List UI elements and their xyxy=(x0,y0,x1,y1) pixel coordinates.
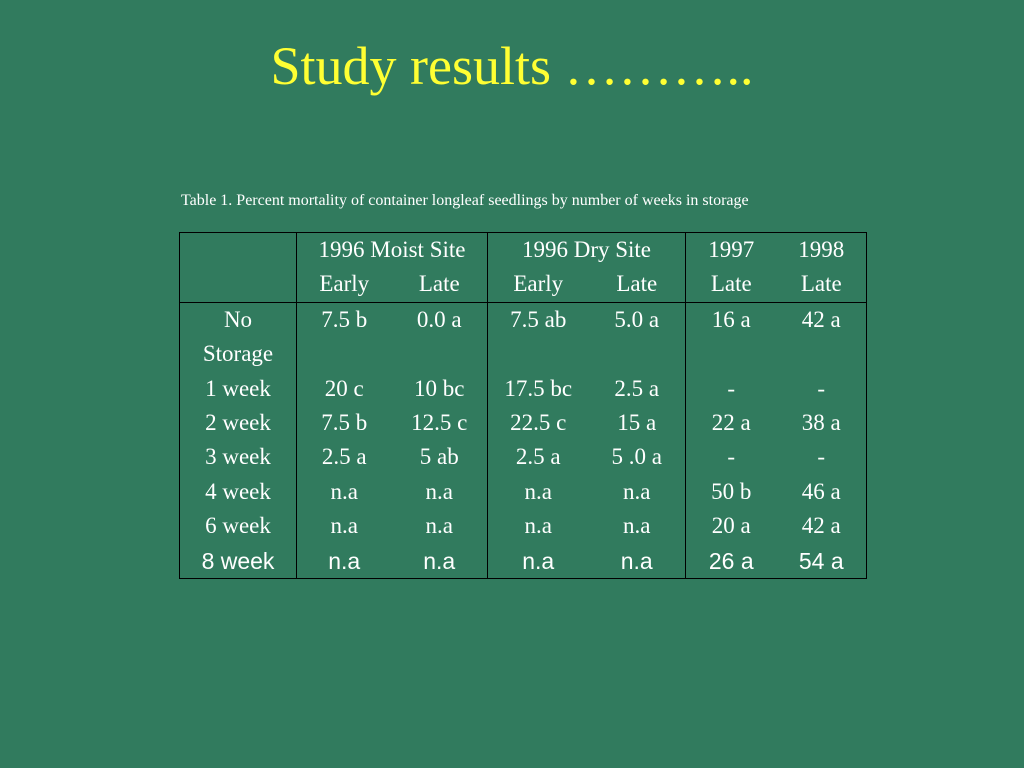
row-label: 8 week xyxy=(179,543,297,580)
table-cell: n.a xyxy=(391,543,488,580)
table-cell: 2.5 a xyxy=(614,375,660,401)
table-row: 1 week 20 c 10 bc 17.5 bc 2.5 a - - xyxy=(179,371,867,407)
table-header-row: 1996 Moist Site 1996 Dry Site 1997 1998 xyxy=(179,232,867,268)
table-cell: 42 a xyxy=(776,302,867,338)
row-label: Storage xyxy=(179,337,297,372)
table-caption: Table 1. Percent mortality of container … xyxy=(181,192,749,209)
header-1997: 1997 xyxy=(685,232,777,268)
table-cell: 0.0 a xyxy=(416,306,462,332)
table-cell xyxy=(487,337,589,372)
table-cell: 10 bc xyxy=(414,375,465,401)
table-row: 3 week 2.5 a 5 ab 2.5 a 5 .0 a - - xyxy=(179,440,867,475)
table-row: 4 week n.a n.a n.a n.a 50 b 46 a xyxy=(179,474,867,510)
table-cell: 5.0 a xyxy=(614,306,660,332)
table-cell: 5 .0 a xyxy=(611,444,662,470)
table-cell: n.a xyxy=(588,543,686,580)
table-cell: - xyxy=(776,371,867,407)
table-cell: n.a xyxy=(425,513,453,539)
table-cell: - xyxy=(685,440,777,475)
table-cell: 54 a xyxy=(776,543,867,580)
table-cell xyxy=(296,337,392,372)
table-cell: 15 a xyxy=(617,410,657,436)
table-cell: 2.5 a xyxy=(487,440,589,475)
header-1998: 1998 xyxy=(776,232,867,268)
table-cell: 26 a xyxy=(685,543,777,580)
table-cell: 20 a xyxy=(685,509,777,544)
table-cell: 20 c xyxy=(296,371,392,407)
table-cell: 5 ab xyxy=(419,444,459,470)
table-cell: n.a xyxy=(623,513,651,539)
mortality-table: 1996 Moist Site 1996 Dry Site 1997 1998 … xyxy=(179,232,867,580)
row-label: 1 week xyxy=(179,371,297,407)
table-cell: 22.5 c xyxy=(487,406,589,441)
table-cell: n.a xyxy=(487,474,589,510)
table-cell: n.a xyxy=(296,474,392,510)
table-cell: n.a xyxy=(487,543,589,580)
subheader-moist-late: Late xyxy=(391,267,488,303)
row-label: 3 week xyxy=(179,440,297,475)
subheader-1997-late: Late xyxy=(685,267,777,303)
table-cell xyxy=(589,337,686,371)
table-row: 2 week 7.5 b 12.5 c 22.5 c 15 a 22 a 38 … xyxy=(179,406,867,441)
row-label: 2 week xyxy=(179,406,297,441)
table-cell: 16 a xyxy=(685,302,777,338)
table-cell: 7.5 b xyxy=(296,406,392,441)
table-cell: n.a xyxy=(296,509,392,544)
subheader-moist-early: Early xyxy=(296,267,392,303)
table-cell: n.a xyxy=(425,478,453,504)
table-row: Storage xyxy=(179,337,867,372)
row-label: No xyxy=(179,302,297,338)
corner-cell xyxy=(179,232,297,268)
table-subheader-row: Early Late Early Late Late Late xyxy=(179,267,867,303)
row-label: 6 week xyxy=(179,509,297,544)
table-cell: 22 a xyxy=(685,406,777,441)
table-cell: 12.5 c xyxy=(411,410,468,436)
row-label-line: Storage xyxy=(202,341,274,367)
table-cell: n.a xyxy=(296,543,392,580)
subheader-dry-late: Late xyxy=(588,267,686,303)
table-cell: - xyxy=(776,440,867,475)
table-cell xyxy=(776,337,867,372)
table-cell xyxy=(685,337,777,372)
table-cell: 50 b xyxy=(685,474,777,510)
table-cell: 7.5 b xyxy=(296,302,392,338)
row-label: 4 week xyxy=(179,474,297,510)
header-1996-dry-site: 1996 Dry Site xyxy=(487,232,686,268)
header-1996-moist-site: 1996 Moist Site xyxy=(296,232,488,268)
table-cell: n.a xyxy=(623,478,651,504)
table-cell: n.a xyxy=(487,509,589,544)
table-cell: 17.5 bc xyxy=(487,371,589,407)
table-row: 8 week n.a n.a n.a n.a 26 a 54 a xyxy=(179,543,867,580)
table-cell xyxy=(392,337,488,371)
table-cell: 42 a xyxy=(776,509,867,544)
table-row: 6 week n.a n.a n.a n.a 20 a 42 a xyxy=(179,509,867,544)
table-cell: 2.5 a xyxy=(296,440,392,475)
table-row: No 7.5 b 0.0 a 7.5 ab 5.0 a 16 a 42 a xyxy=(179,302,867,338)
row-label-line: No xyxy=(223,306,253,332)
table-cell: - xyxy=(685,371,777,407)
slide-title: Study results ……….. xyxy=(270,36,754,96)
table-cell: 7.5 ab xyxy=(487,302,589,338)
table-cell: 38 a xyxy=(776,406,867,441)
table-cell: 46 a xyxy=(776,474,867,510)
corner-cell xyxy=(179,267,297,303)
subheader-dry-early: Early xyxy=(487,267,589,303)
subheader-1998-late: Late xyxy=(776,267,867,303)
